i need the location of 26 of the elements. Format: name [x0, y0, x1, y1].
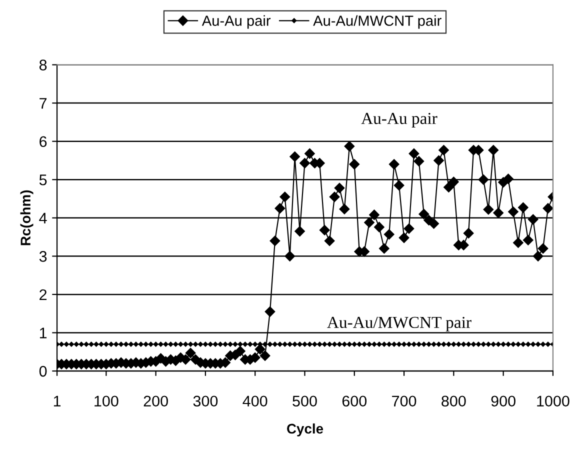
y-tick-label: 1	[40, 328, 47, 338]
y-tick-label: 5	[39, 174, 47, 186]
x-tick-label: 500	[292, 396, 317, 407]
x-tick-label: 300	[193, 396, 218, 407]
x-tick-label: 1000	[537, 396, 570, 407]
x-tick-label: 600	[342, 396, 367, 407]
y-tick-label: 8	[39, 60, 47, 70]
x-tick-label: 800	[442, 396, 466, 407]
x-tick-label: 200	[144, 396, 168, 407]
annotation: Au-Au pair	[361, 112, 438, 128]
legend-label: Au-Au/MWCNT pair	[313, 15, 442, 29]
legend-label: Au-Au pair	[202, 15, 271, 29]
x-axis-title: Cycle	[287, 423, 324, 436]
y-tick-label: 2	[40, 289, 47, 300]
x-tick-label: 100	[94, 396, 118, 407]
y-tick-label: 7	[40, 98, 47, 109]
annotation: Au-Au/MWCNT pair	[327, 316, 472, 332]
x-tick-label: 400	[242, 396, 268, 407]
y-axis-title: Rc(ohm)	[20, 190, 34, 246]
x-tick-label: 1	[54, 396, 61, 406]
y-tick-label: 4	[39, 212, 47, 224]
y-tick-label: 3	[39, 251, 47, 262]
y-tick-label: 6	[40, 136, 47, 148]
y-tick-label: 0	[39, 366, 47, 377]
x-tick-label: 700	[392, 396, 416, 407]
x-tick-label: 900	[491, 396, 516, 407]
